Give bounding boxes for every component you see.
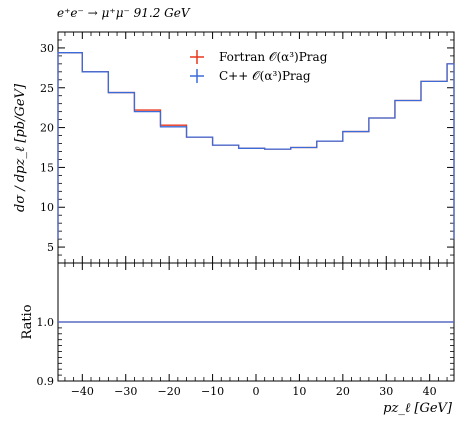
chart-title: e⁺e⁻ → μ⁺μ⁻ 91.2 GeV [57,6,191,20]
series-layer [57,52,455,240]
legend-label-fortran: Fortran 𝒪(α³)Prag [219,50,328,64]
ticks-layer: −40 −30 −20 −10 0 10 20 30 40 5 10 15 20 25 30 0.9 1.0 [37,32,454,398]
x-axis-label: pz_ℓ [GeV] [383,401,453,416]
top-y-tick-label: 25 [40,82,54,95]
x-tick-label: 40 [423,385,437,398]
x-tick-label: 0 [253,385,260,398]
top-y-axis-label: dσ / dpz_ℓ [pb/GeV] [13,83,28,212]
legend-item-fortran: Fortran 𝒪(α³)Prag [190,50,328,64]
x-tick-label: −30 [114,385,137,398]
legend-label-cpp: C++ 𝒪(α³)Prag [219,69,311,83]
legend: Fortran 𝒪(α³)Prag C++ 𝒪(α³)Prag [190,50,328,83]
top-y-tick-label: 20 [40,122,54,135]
x-tick-label: −10 [201,385,224,398]
ratio-y-axis-label: Ratio [20,304,35,339]
top-panel-frame [57,31,455,264]
x-tick-label: −40 [71,385,94,398]
ratio-y-tick-label: 1.0 [37,316,55,329]
top-y-tick-label: 5 [47,241,54,254]
x-tick-label: 20 [336,385,350,398]
legend-item-cpp: C++ 𝒪(α³)Prag [190,69,311,83]
ratio-y-tick-label: 0.9 [37,375,55,388]
histogram-series-1 [57,52,455,240]
x-tick-label: 10 [292,385,306,398]
top-y-tick-label: 10 [40,201,54,214]
top-y-tick-label: 30 [40,42,54,55]
x-tick-label: 30 [379,385,393,398]
top-y-tick-label: 15 [40,161,54,174]
x-tick-label: −20 [158,385,181,398]
